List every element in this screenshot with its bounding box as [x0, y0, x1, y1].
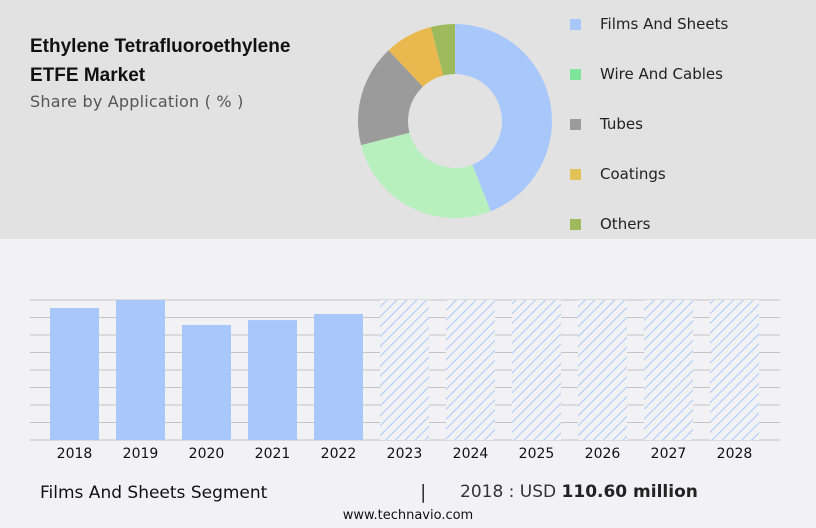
bar-2022 [314, 313, 363, 440]
legend-label: Films And Sheets [600, 15, 729, 33]
bar-2023 [380, 300, 429, 440]
donut-slice-wire-and-cables [361, 132, 491, 218]
legend-item: Others [570, 212, 790, 236]
legend-item: Coatings [570, 162, 790, 186]
bar-2027 [644, 300, 693, 440]
x-axis-label: 2024 [452, 446, 489, 462]
bar-chart [30, 299, 780, 441]
x-axis-label: 2028 [716, 446, 753, 462]
bar-2019 [116, 300, 165, 440]
legend-swatch-icon [570, 218, 581, 230]
value-prefix: 2018 : USD [460, 482, 562, 502]
bar-2026 [578, 300, 627, 440]
footer-separator: | [420, 481, 427, 503]
legend-label: Others [600, 215, 651, 233]
donut-slice-tubes [358, 50, 423, 146]
x-axis-label: 2023 [386, 446, 423, 462]
chart-subtitle: Share by Application ( % ) [30, 92, 244, 111]
legend-swatch-icon [570, 118, 581, 130]
source-url: www.technavio.com [342, 508, 474, 523]
legend-swatch-icon [570, 18, 581, 30]
legend-swatch-icon [570, 168, 581, 180]
title-line-1: Ethylene Tetrafluoroethylene [30, 36, 291, 57]
x-axis-label: 2025 [518, 446, 555, 462]
x-axis-label: 2026 [584, 446, 621, 462]
segment-value: 2018 : USD 110.60 million [460, 482, 698, 502]
donut-slice-films-and-sheets [455, 24, 552, 212]
value-amount: 110.60 million [561, 482, 698, 502]
donut-chart [358, 24, 552, 218]
donut-slice-others [430, 24, 455, 76]
donut-slice-coatings [388, 27, 444, 87]
bar-2020 [182, 324, 231, 440]
segment-label: Films And Sheets Segment [40, 483, 268, 503]
legend-label: Tubes [600, 115, 643, 133]
chart-title: Ethylene Tetrafluoroethylene ETFE Market [30, 32, 350, 90]
bar-2018 [50, 308, 99, 440]
bar-2021 [248, 320, 297, 440]
bar-2025 [512, 300, 561, 440]
title-line-2: ETFE Market [30, 65, 146, 86]
x-axis-label: 2020 [188, 446, 225, 462]
x-axis-label: 2019 [122, 446, 159, 462]
legend-label: Wire And Cables [600, 65, 723, 83]
legend-swatch-icon [570, 68, 581, 80]
x-axis-label: 2022 [320, 446, 357, 462]
bar-2024 [446, 300, 495, 440]
x-axis-label: 2021 [254, 446, 291, 462]
bar-2028 [710, 300, 759, 440]
legend-label: Coatings [600, 165, 666, 183]
x-axis-label: 2027 [650, 446, 687, 462]
x-axis-label: 2018 [56, 446, 93, 462]
legend-item: Tubes [570, 112, 790, 136]
legend-item: Wire And Cables [570, 62, 790, 86]
legend-item: Films And Sheets [570, 12, 790, 36]
